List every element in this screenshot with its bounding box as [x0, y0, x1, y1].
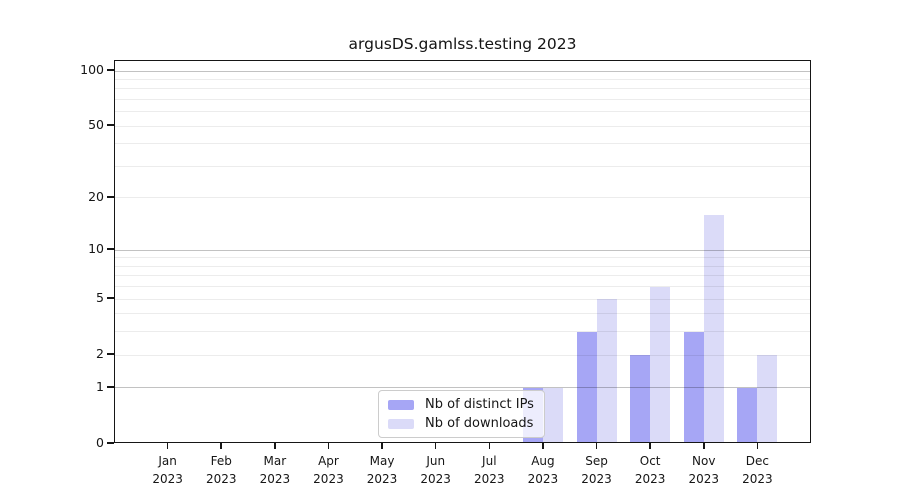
bar-distinct-ips-dec	[737, 387, 758, 443]
minor-gridline	[115, 88, 810, 90]
x-tick-label: Jan 2023	[152, 454, 183, 486]
minor-gridline	[115, 111, 810, 113]
y-tick-mark	[107, 248, 114, 250]
x-tick-mark	[220, 443, 223, 449]
x-tick-label: Mar 2023	[259, 454, 291, 486]
bar-distinct-ips-oct	[630, 355, 651, 443]
major-gridline	[115, 70, 810, 72]
legend-item-distinct-ips: Nb of distinct IPs	[388, 397, 534, 412]
y-tick-mark	[107, 196, 114, 198]
minor-gridline	[115, 265, 810, 267]
y-tick-label: 2	[96, 346, 104, 362]
chart-title: argusDS.gamlss.testing 2023	[348, 35, 577, 53]
bar-downloads-oct	[650, 286, 671, 443]
bar-downloads-aug	[542, 387, 563, 443]
x-tick-label: Nov 2023	[688, 454, 720, 486]
bars-layer	[115, 61, 810, 443]
legend-swatch-downloads-icon	[388, 418, 414, 429]
legend-item-downloads: Nb of downloads	[388, 416, 534, 431]
x-tick-mark	[542, 443, 544, 449]
x-tick-label: May 2023	[366, 454, 398, 486]
plot-area: Nb of distinct IPs Nb of downloads	[114, 60, 811, 443]
x-tick-mark	[488, 443, 491, 449]
y-tick-mark	[107, 353, 114, 355]
minor-gridline	[115, 286, 810, 288]
x-tick-label: Oct 2023	[634, 454, 666, 486]
x-tick-mark	[702, 443, 705, 449]
y-tick-mark	[107, 386, 114, 388]
x-tick-mark	[649, 443, 651, 449]
bar-downloads-sep	[596, 299, 617, 443]
minor-gridline	[115, 197, 810, 199]
minor-gridline	[115, 257, 810, 259]
minor-gridline	[115, 165, 810, 167]
y-tick-label: 1	[96, 378, 104, 394]
bar-distinct-ips-sep	[576, 331, 597, 443]
x-tick-mark	[595, 443, 598, 449]
bar-downloads-nov	[703, 215, 724, 443]
y-tick-mark	[107, 297, 114, 299]
y-tick-label: 0	[96, 435, 104, 450]
legend-swatch-distinct-ips-icon	[388, 399, 414, 410]
bar-distinct-ips-nov	[683, 331, 704, 443]
minor-gridline	[115, 125, 810, 127]
x-tick-mark	[274, 443, 276, 449]
major-gridlines-layer	[115, 61, 810, 442]
y-tick-label: 5	[96, 290, 104, 306]
minor-gridline	[115, 313, 810, 315]
legend-label-downloads: Nb of downloads	[425, 416, 534, 431]
minor-gridline	[115, 143, 810, 145]
minor-gridline	[115, 298, 810, 300]
legend: Nb of distinct IPs Nb of downloads	[378, 390, 545, 438]
x-tick-label: Jul 2023	[474, 454, 505, 486]
x-tick-label: Dec 2023	[742, 454, 773, 486]
y-tick-mark	[107, 124, 114, 127]
x-tick-label: Jun 2023	[420, 454, 451, 486]
y-tick-mark	[107, 69, 114, 71]
x-tick-label: Aug 2023	[527, 454, 559, 486]
y-tick-mark	[107, 442, 114, 444]
x-tick-mark	[434, 443, 437, 449]
x-tick-label: Sep 2023	[581, 454, 612, 486]
y-tick-label: 10	[88, 241, 104, 257]
y-tick-label: 50	[88, 117, 104, 133]
legend-label-distinct-ips: Nb of distinct IPs	[425, 397, 534, 412]
minor-gridline	[115, 275, 810, 277]
bar-downloads-dec	[757, 355, 778, 443]
x-tick-label: Apr 2023	[313, 454, 344, 486]
major-gridline	[115, 387, 810, 389]
minor-gridline	[115, 354, 810, 356]
y-tick-label: 100	[80, 62, 104, 77]
major-gridline	[115, 249, 810, 251]
minor-gridline	[115, 98, 810, 100]
x-tick-mark	[381, 443, 383, 449]
minor-gridline	[115, 331, 810, 333]
minor-gridlines-layer	[115, 61, 810, 442]
x-tick-mark	[756, 443, 759, 449]
y-tick-label: 20	[88, 188, 104, 204]
x-tick-mark	[166, 443, 169, 449]
x-tick-mark	[327, 443, 330, 449]
minor-gridline	[115, 78, 810, 80]
x-tick-label: Feb 2023	[205, 454, 237, 486]
